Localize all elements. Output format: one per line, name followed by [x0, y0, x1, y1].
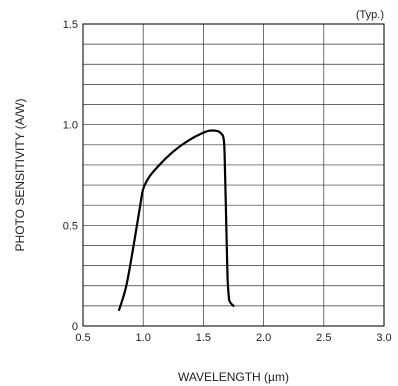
- x-tick-label: 0.5: [75, 332, 90, 344]
- x-tick-label: 1.0: [136, 332, 151, 344]
- y-tick-label: 1.5: [63, 19, 78, 31]
- sensitivity-curve: [118, 129, 235, 311]
- plot-frame: [82, 23, 385, 327]
- x-tick-label: 1.5: [196, 332, 211, 344]
- grid: [83, 24, 384, 326]
- x-tick-label: 2.0: [256, 332, 271, 344]
- y-tick-label: 0.5: [63, 220, 78, 232]
- y-tick-label: 0: [72, 321, 78, 333]
- x-axis-label: WAVELENGTH (µm): [178, 370, 289, 384]
- y-tick-label: 1.0: [63, 120, 78, 132]
- x-tick-label: 2.5: [316, 332, 331, 344]
- typical-annotation: (Typ.): [356, 9, 384, 21]
- x-tick-labels: 0.5 1.0 1.5 2.0 2.5 3.0: [75, 332, 391, 344]
- y-tick-labels: 0 0.5 1.0 1.5: [63, 19, 78, 333]
- x-tick-label: 3.0: [376, 332, 391, 344]
- y-axis-label: PHOTO SENSITIVITY (A/W): [13, 99, 27, 252]
